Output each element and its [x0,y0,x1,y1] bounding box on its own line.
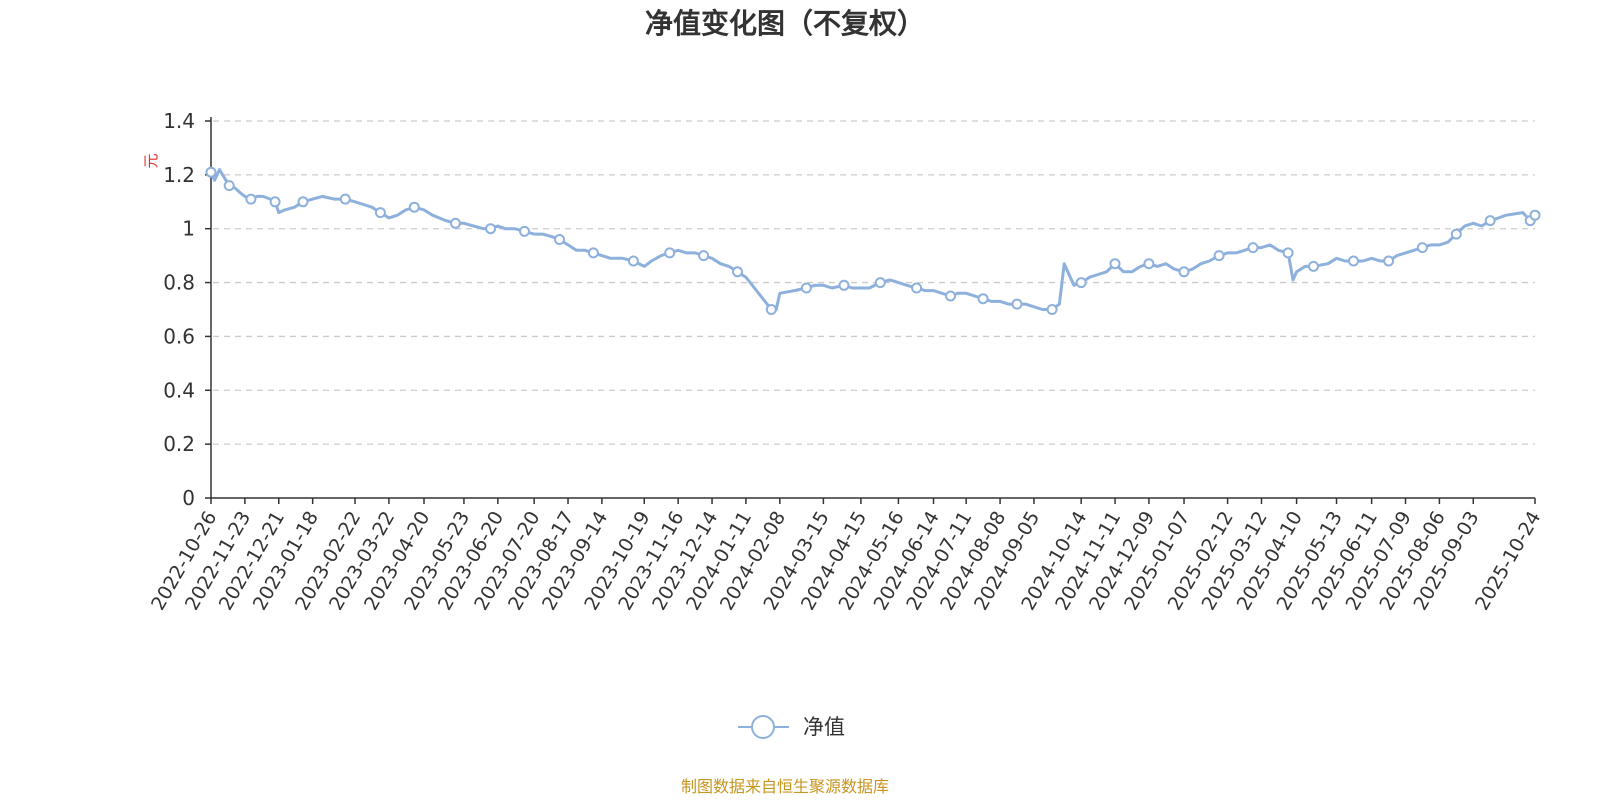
data-point[interactable] [1178,266,1190,278]
data-point[interactable] [838,279,850,291]
y-tick-label: 1.4 [163,109,195,133]
data-point[interactable] [627,255,639,267]
y-tick-label: 0.8 [163,271,195,295]
legend-label: 净值 [803,715,845,739]
data-point[interactable] [223,180,235,192]
data-point[interactable] [800,282,812,294]
data-point[interactable] [519,225,530,237]
data-point[interactable] [1143,258,1155,270]
data-point[interactable] [1109,258,1121,270]
data-point[interactable] [1213,250,1225,262]
data-point[interactable] [698,250,710,262]
y-axis-unit-label: 元 [142,153,160,168]
data-point[interactable] [1046,304,1058,315]
y-tick-label: 0.4 [163,378,195,402]
data-point[interactable] [1075,277,1087,289]
data-point[interactable] [1383,255,1395,267]
data-point[interactable] [374,207,386,219]
data-point[interactable] [1348,255,1359,267]
data-point[interactable] [339,193,351,205]
data-point[interactable] [450,217,461,229]
data-point[interactable] [245,193,257,205]
data-point[interactable] [1484,215,1496,227]
data-point[interactable] [732,266,743,278]
data-source-note: 制图数据来自恒生聚源数据库 [681,777,889,796]
data-point[interactable] [1529,209,1541,221]
data-point[interactable] [485,223,497,235]
y-tick-label: 0.6 [163,324,195,348]
series-line-net-value [209,168,1537,311]
data-point[interactable] [269,196,281,208]
data-point[interactable] [945,290,956,302]
y-axis-ticks: 0 0.2 0.4 0.6 0.8 1 1.2 1.4 [163,109,211,510]
data-point[interactable] [1450,228,1462,240]
data-point[interactable] [1416,242,1428,254]
series-net-value [205,166,1541,315]
x-axis-ticks: 2022-10-262022-11-232022-12-212023-01-18… [147,498,1545,614]
x-tick-label: 2025-10-24 [1471,508,1545,615]
y-tick-label: 0.2 [163,432,195,456]
grid-lines [213,120,1535,445]
data-point[interactable] [765,304,777,315]
y-tick-label: 1.2 [163,163,195,187]
chart-title: 净值变化图（不复权） [645,7,925,40]
data-point[interactable] [664,247,676,259]
data-point[interactable] [205,166,217,178]
data-point[interactable] [587,247,599,259]
data-point[interactable] [1282,247,1294,259]
data-point[interactable] [874,277,886,289]
data-point[interactable] [1308,260,1319,272]
axes [210,117,1535,499]
data-point[interactable] [911,282,923,294]
legend-marker-icon [751,715,775,739]
legend[interactable]: 净值 [738,715,845,739]
data-point[interactable] [977,293,989,305]
y-tick-label: 1 [182,217,195,241]
data-point[interactable] [1247,242,1259,254]
data-point[interactable] [408,201,420,213]
data-point[interactable] [297,196,309,208]
y-tick-label: 0 [182,486,195,510]
data-point[interactable] [1011,298,1023,310]
data-point[interactable] [554,234,565,245]
